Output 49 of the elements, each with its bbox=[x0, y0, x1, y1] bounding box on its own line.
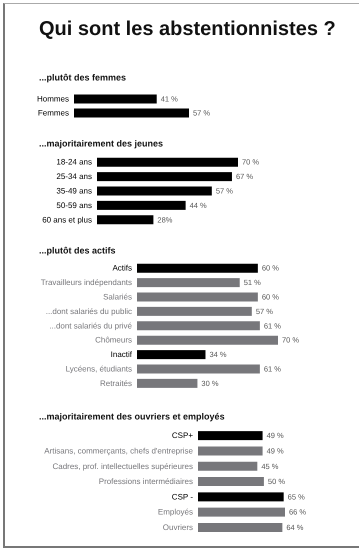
chart-title: ...majoritairement des jeunes bbox=[39, 138, 164, 148]
bar bbox=[137, 336, 278, 345]
bar bbox=[198, 492, 284, 502]
y-tick-label: ...dont salariés du public bbox=[46, 306, 132, 316]
y-tick-label: Actifs bbox=[112, 264, 132, 273]
y-tick-label: Salariés bbox=[103, 292, 132, 302]
y-tick-label: 18-24 ans bbox=[56, 158, 92, 167]
bar bbox=[137, 378, 198, 388]
bar bbox=[97, 186, 212, 196]
y-tick-label: Artisans, commerçants, chefs d'entreprise bbox=[44, 446, 194, 456]
y-tick-label: Inactif bbox=[110, 350, 133, 360]
bar bbox=[97, 215, 154, 224]
bar bbox=[97, 172, 232, 182]
bar bbox=[137, 306, 252, 316]
bar bbox=[198, 462, 258, 471]
y-tick-label: 50-59 ans bbox=[56, 200, 92, 210]
bar bbox=[198, 477, 264, 486]
y-tick-label: Retraités bbox=[100, 378, 132, 388]
bar bbox=[198, 508, 285, 517]
y-tick-label: ...dont salariés du privé bbox=[49, 321, 133, 330]
y-tick-label: CSP+ bbox=[172, 431, 194, 440]
y-tick-label: Travailleurs indépendants bbox=[40, 278, 132, 288]
bar bbox=[137, 292, 258, 302]
chart-subtitle: ...plutôt des femmes bbox=[39, 72, 126, 82]
bar bbox=[97, 200, 186, 210]
y-tick-label: 25-34 ans bbox=[56, 172, 92, 182]
bar bbox=[198, 446, 263, 456]
y-tick-label: Cadres, prof. intellectuelles supérieures bbox=[52, 462, 193, 471]
bar bbox=[97, 158, 238, 167]
bar bbox=[137, 350, 206, 360]
bar bbox=[137, 321, 260, 330]
y-tick-label: Professions intermédiaires bbox=[98, 477, 193, 486]
y-tick-label: 35-49 ans bbox=[56, 186, 92, 196]
chart-title: ...plutôt des actifs bbox=[39, 246, 116, 256]
y-tick-label: Chômeurs bbox=[95, 336, 132, 345]
y-tick-label: Femmes bbox=[38, 108, 69, 118]
chart-title: ...majoritairement des ouvriers et employés bbox=[39, 412, 225, 422]
y-tick-label: CSP - bbox=[172, 492, 194, 502]
bar bbox=[137, 264, 258, 273]
chart-title: Qui sont les abstentionnistes ? bbox=[39, 18, 336, 40]
bar bbox=[137, 278, 240, 288]
y-tick-label: Hommes bbox=[36, 94, 69, 104]
bar bbox=[137, 364, 260, 374]
bar bbox=[198, 522, 282, 532]
y-tick-label: Lycéens, étudiants bbox=[66, 364, 132, 374]
y-tick-label: Ouvriers bbox=[162, 522, 193, 532]
bar bbox=[198, 431, 263, 440]
y-tick-label: Employés bbox=[158, 508, 193, 517]
y-tick-label: 60 ans et plus bbox=[42, 215, 92, 224]
